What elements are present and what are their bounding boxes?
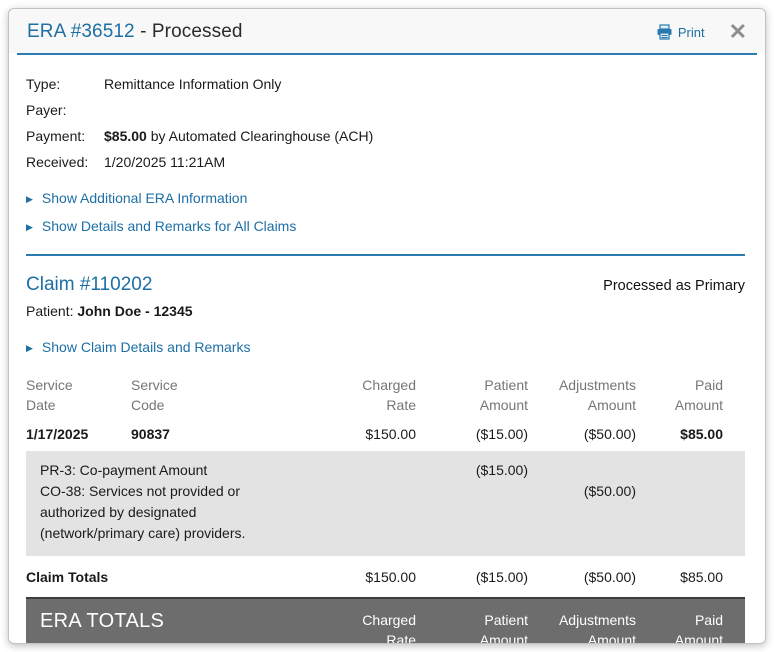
era-dialog: ERA #36512 - Processed Print ✕: [8, 8, 766, 644]
claim-totals-charged-rate: $150.00: [365, 569, 416, 585]
service-date-value: 1/17/2025: [26, 426, 89, 442]
claim-totals-adjustments-amount: ($50.00): [583, 569, 636, 585]
header-divider: [17, 53, 757, 55]
claim-totals-patient-amount: ($15.00): [475, 569, 528, 585]
remark-pr3-patient-amount: ($15.00): [475, 462, 528, 478]
service-code-value: 90837: [131, 426, 170, 442]
patient-value: John Doe - 12345: [77, 303, 193, 319]
dialog-title: ERA #36512 - Processed: [27, 21, 243, 43]
close-icon[interactable]: ✕: [728, 19, 747, 44]
link-marker-icon: ▶: [26, 194, 33, 204]
received-row: Received: 1/20/2025 11:21AM: [26, 149, 745, 175]
link-marker-icon: ▶: [26, 343, 33, 353]
payment-method: by Automated Clearinghouse (ACH): [146, 128, 374, 144]
remark-co38-text: CO-38: Services not provided or authoriz…: [40, 483, 246, 541]
type-label: Type:: [26, 76, 61, 92]
era-col-patient-amount: Patient Amount: [479, 612, 528, 644]
dialog-header: ERA #36512 - Processed Print ✕: [9, 9, 765, 53]
payment-value: $85.00 by Automated Clearinghouse (ACH): [104, 123, 373, 149]
paid-amount-value: $85.00: [680, 426, 723, 442]
payer-row: Payer:: [26, 97, 745, 123]
col-paid-amount: Paid Amount: [674, 377, 723, 413]
col-service-date: Service Date: [26, 377, 73, 413]
era-col-adjustments-amount: Adjustments Amount: [558, 612, 636, 644]
service-line-row: 1/17/2025 90837 $150.00 ($15.00) ($50.00…: [26, 426, 745, 442]
print-button[interactable]: Print: [656, 24, 705, 40]
show-all-claims-details-label: Show Details and Remarks for All Claims: [41, 218, 297, 234]
era-totals-band: ERA TOTALS Charged Rate Patient Amount Adj…: [26, 597, 745, 644]
received-value: 1/20/2025 11:21AM: [104, 154, 226, 170]
patient-label: Patient:: [26, 303, 74, 319]
charged-rate-value: $150.00: [365, 426, 416, 442]
col-adjustments-amount: Adjustments Amount: [558, 377, 636, 413]
claim-totals-paid-amount: $85.00: [680, 569, 723, 585]
era-totals-label: ERA TOTALS: [40, 610, 165, 632]
col-service-code: Service Code: [131, 377, 178, 413]
received-label: Received:: [26, 154, 89, 170]
print-label: Print: [677, 24, 705, 40]
era-col-charged-rate: Charged Rate: [362, 612, 416, 644]
claim-totals-label: Claim Totals: [26, 569, 109, 585]
service-table-header: Service Date Service Code Charged Rate Pati…: [26, 375, 745, 415]
payer-label: Payer:: [26, 102, 67, 118]
patient-amount-value: ($15.00): [475, 426, 528, 442]
era-status-suffix: - Processed: [134, 21, 243, 42]
col-patient-amount: Patient Amount: [479, 377, 528, 413]
show-additional-era-info-link[interactable]: ▶ Show Additional ERA Information: [26, 185, 745, 213]
show-all-claims-details-link[interactable]: ▶ Show Details and Remarks for All Claim…: [26, 213, 745, 241]
era-number: ERA #36512: [27, 21, 135, 42]
payment-amount: $85.00: [104, 128, 147, 144]
claim-totals-row: Claim Totals $150.00 ($15.00) ($50.00) $…: [26, 569, 745, 585]
section-divider: [26, 254, 745, 256]
link-marker-icon: ▶: [26, 222, 33, 232]
payment-row: Payment: $85.00 by Automated Clearinghou…: [26, 123, 745, 149]
col-charged-rate: Charged Rate: [362, 377, 416, 413]
claim-title: Claim #110202: [26, 274, 153, 295]
show-additional-era-info-label: Show Additional ERA Information: [41, 190, 248, 206]
remark-pr3-text: PR-3: Co-payment Amount: [40, 462, 208, 478]
era-col-paid-amount: Paid Amount: [674, 612, 723, 644]
type-value: Remittance Information Only: [104, 76, 282, 92]
show-claim-details-label: Show Claim Details and Remarks: [41, 339, 251, 355]
remark-co38-adjustments-amount: ($50.00): [583, 483, 636, 499]
claim-status: Processed as Primary: [603, 278, 745, 294]
adjustments-amount-value: ($50.00): [583, 426, 636, 442]
adjustment-remarks-box: PR-3: Co-payment Amount ($15.00) CO-38: …: [26, 451, 745, 556]
payment-label: Payment:: [26, 128, 86, 144]
show-claim-details-link[interactable]: ▶ Show Claim Details and Remarks: [26, 334, 745, 362]
patient-line: Patient: John Doe - 12345: [26, 303, 745, 319]
type-row: Type: Remittance Information Only: [26, 71, 745, 97]
printer-icon: [656, 24, 673, 40]
